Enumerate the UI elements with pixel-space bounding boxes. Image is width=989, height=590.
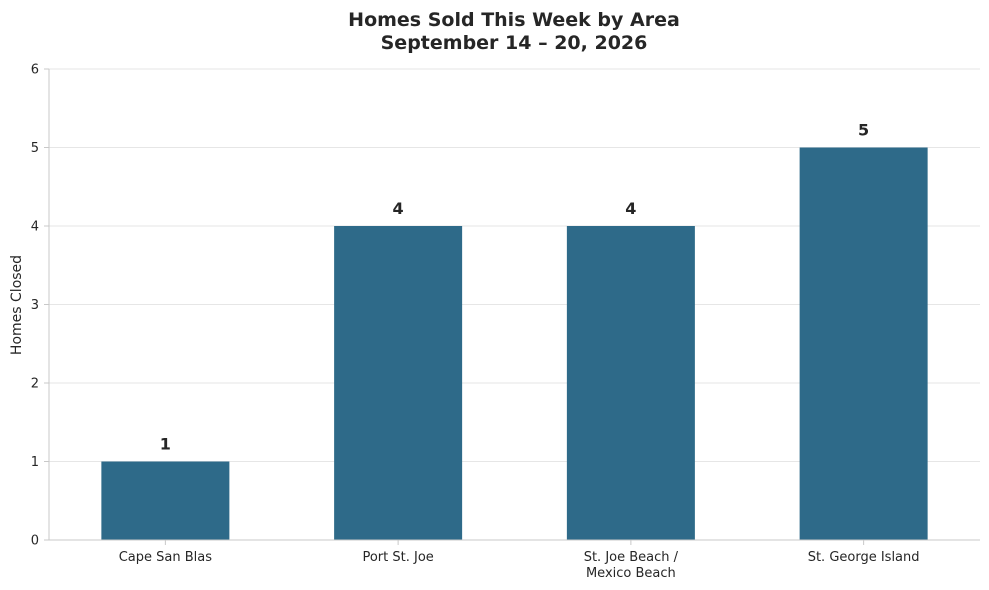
y-tick-label: 4 xyxy=(31,220,39,235)
y-tick-label: 1 xyxy=(31,455,39,470)
x-tick-label-line: Port St. Joe xyxy=(362,550,433,565)
y-tick-label: 3 xyxy=(31,298,39,313)
x-tick-label: St. Joe Beach / Mexico Beach xyxy=(584,550,679,581)
bar-value-label: 4 xyxy=(393,199,404,218)
bar-value-label: 5 xyxy=(858,121,869,140)
x-tick-label: St. George Island xyxy=(808,550,920,565)
y-tick-label: 6 xyxy=(31,63,39,78)
bars xyxy=(101,147,928,540)
bar xyxy=(566,226,695,540)
chart-title-line-1: Homes Sold This Week by Area xyxy=(348,9,680,31)
y-tick-label: 2 xyxy=(31,377,39,392)
bar xyxy=(799,147,928,540)
x-tick-label: Port St. Joe xyxy=(362,550,433,565)
bar-value-label: 4 xyxy=(625,199,636,218)
chart-title-line-2: September 14 – 20, 2026 xyxy=(381,32,648,54)
y-tick-label: 0 xyxy=(31,534,39,549)
y-axis-label: Homes Closed xyxy=(9,255,25,355)
x-tick-label-line: St. Joe Beach / xyxy=(584,550,679,565)
x-tick-label-line: St. George Island xyxy=(808,550,920,565)
labels: 0 1 2 3 4 5 6 1 Cape San Blas 4 Port St. Joe 4 St. J… xyxy=(31,63,920,582)
axes xyxy=(44,68,980,545)
bar-value-label: 1 xyxy=(160,435,171,454)
x-tick-label-line: Cape San Blas xyxy=(119,550,213,565)
x-tick-label: Cape San Blas xyxy=(119,550,213,565)
bar xyxy=(334,226,463,540)
x-tick-label-line: Mexico Beach xyxy=(586,566,676,581)
y-tick-label: 5 xyxy=(31,141,39,156)
bar xyxy=(101,461,230,540)
